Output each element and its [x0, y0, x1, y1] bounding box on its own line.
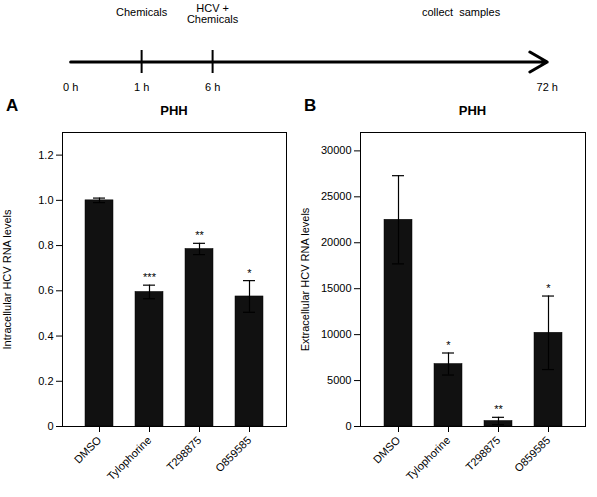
html-text:PHH: PHH [458, 103, 487, 118]
svg-text:DMSO: DMSO [371, 433, 403, 465]
svg-text:5000: 5000 [327, 374, 351, 386]
svg-text:10000: 10000 [321, 328, 352, 340]
svg-text:1 h: 1 h [134, 81, 149, 93]
svg-text:DMSO: DMSO [72, 433, 104, 465]
svg-text:**: ** [195, 229, 204, 241]
svg-text:O859585: O859585 [213, 434, 253, 474]
svg-text:1.0: 1.0 [38, 194, 53, 206]
svg-text:72 h: 72 h [537, 81, 558, 93]
svg-text:**: ** [494, 403, 503, 415]
svg-text:25000: 25000 [321, 190, 352, 202]
svg-text:0: 0 [345, 420, 351, 432]
svg-text:*: * [247, 267, 252, 279]
svg-text:0: 0 [47, 420, 53, 432]
svg-text:O859585: O859585 [512, 434, 552, 474]
svg-text:20000: 20000 [321, 236, 352, 248]
svg-text:Tylophorine: Tylophorine [404, 434, 453, 483]
svg-text:0.2: 0.2 [38, 375, 53, 387]
svg-text:T298875: T298875 [164, 434, 203, 473]
svg-text:0 h: 0 h [63, 81, 78, 93]
svg-text:Intracellular HCV RNA levels: Intracellular HCV RNA levels [1, 209, 13, 349]
svg-text:15000: 15000 [321, 282, 352, 294]
svg-text:T298875: T298875 [463, 434, 502, 473]
svg-text:6 h: 6 h [205, 81, 220, 93]
svg-text:Tylophorine: Tylophorine [105, 434, 154, 483]
svg-text:collect samples: collect samples [422, 6, 501, 18]
svg-text:0.4: 0.4 [38, 330, 53, 342]
svg-text:*: * [546, 282, 551, 294]
svg-text:0.6: 0.6 [38, 284, 53, 296]
svg-text:30000: 30000 [321, 144, 352, 156]
html-text:A: A [6, 96, 19, 115]
html-text:PHH: PHH [160, 103, 188, 118]
svg-text:0.8: 0.8 [38, 239, 53, 251]
svg-text:***: *** [143, 271, 157, 283]
svg-text:Chemicals: Chemicals [116, 6, 168, 18]
svg-text:Extracellular HCV RNA levels: Extracellular HCV RNA levels [299, 207, 311, 351]
svg-text:1.2: 1.2 [38, 149, 53, 161]
svg-text:HCV +Chemicals: HCV +Chemicals [187, 2, 239, 25]
svg-text:*: * [446, 339, 451, 351]
html-text:B: B [304, 96, 317, 115]
